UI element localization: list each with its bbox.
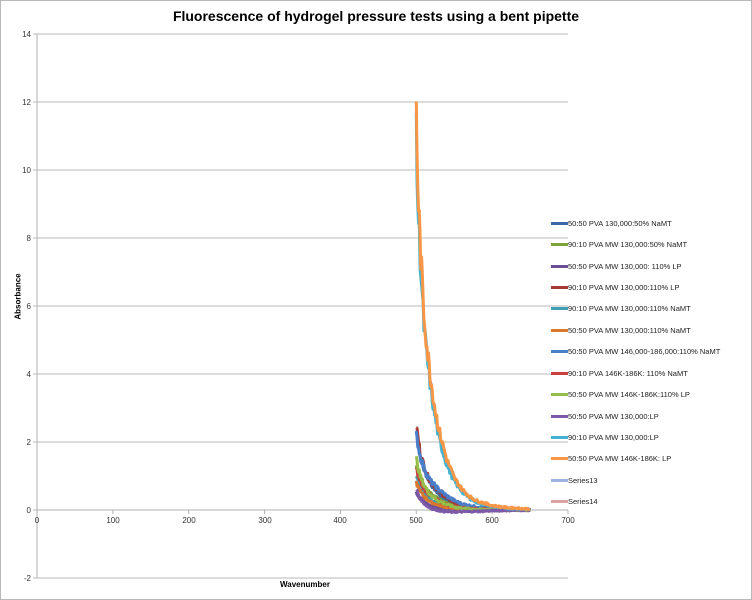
y-tick: 10 xyxy=(22,166,31,175)
x-tick: 300 xyxy=(258,516,272,525)
x-tick: 100 xyxy=(106,516,120,525)
legend-item: 50:50 PVA MW 146,000-186,000:110% NaMT xyxy=(551,345,720,357)
legend-item: 50:50 PVA MW 130,000:LP xyxy=(551,410,659,422)
legend-swatch xyxy=(551,456,568,460)
legend-swatch xyxy=(551,414,568,418)
series-lines xyxy=(414,101,532,515)
y-tick: 14 xyxy=(22,30,31,39)
legend-swatch xyxy=(551,478,568,482)
legend-swatch xyxy=(551,349,568,353)
series-line xyxy=(414,112,531,512)
chart-title: Fluorescence of hydrogel pressure tests … xyxy=(172,8,580,24)
legend-item: 50:50 PVA MW 130,000: 110% LP xyxy=(551,260,682,272)
legend-item: 90:10 PVA MW 130,000:LP xyxy=(551,431,659,443)
legend-swatch xyxy=(551,328,568,332)
y-tick: -2 xyxy=(23,574,31,583)
y-axis-label: Absorbance xyxy=(13,273,23,320)
x-tick: 500 xyxy=(409,516,423,525)
y-tick: 6 xyxy=(26,302,31,311)
legend-swatch xyxy=(551,435,568,439)
legend-swatch xyxy=(551,221,568,225)
legend-swatch xyxy=(551,392,568,396)
x-axis-label: Wavenumber xyxy=(280,580,330,589)
y-tick: 8 xyxy=(26,234,31,243)
legend-swatch xyxy=(551,499,568,503)
legend-item: 50:50 PVA 130,000:50% NaMT xyxy=(551,217,672,229)
legend-item: 90:10 PVA 146K-186K: 110% NaMT xyxy=(551,367,688,379)
legend-swatch xyxy=(551,285,568,289)
legend-item: 50:50 PVA MW 146K-186K: LP xyxy=(551,452,671,464)
x-tick: 0 xyxy=(34,516,40,525)
series-line xyxy=(415,488,531,515)
y-tick: 2 xyxy=(26,438,31,447)
legend-swatch xyxy=(551,371,568,375)
legend-swatch xyxy=(551,242,568,246)
legend-item: Series14 xyxy=(551,495,598,507)
x-tick: 400 xyxy=(333,516,347,525)
legend-item: 90:10 PVA MW 130,000:110% NaMT xyxy=(551,302,691,314)
series-line xyxy=(414,101,531,512)
legend-item: 50:50 PVA MW 130,000:110% NaMT xyxy=(551,324,691,336)
x-tick: 200 xyxy=(182,516,196,525)
legend-item: Series13 xyxy=(551,474,598,486)
legend-item: 50:50 PVA MW 146K-186K:110% LP xyxy=(551,388,690,400)
legend-item: 90:10 PVA MW 130,000:110% LP xyxy=(551,281,679,293)
y-tick: 4 xyxy=(26,370,31,379)
y-tick: 12 xyxy=(22,98,31,107)
legend-swatch xyxy=(551,264,568,268)
x-tick: 600 xyxy=(485,516,499,525)
gridlines xyxy=(33,33,568,579)
x-tick: 700 xyxy=(561,516,575,525)
y-tick: 0 xyxy=(26,506,31,515)
legend-item: 90:10 PVA MW 130,000:50% NaMT xyxy=(551,238,687,250)
legend-swatch xyxy=(551,306,568,310)
